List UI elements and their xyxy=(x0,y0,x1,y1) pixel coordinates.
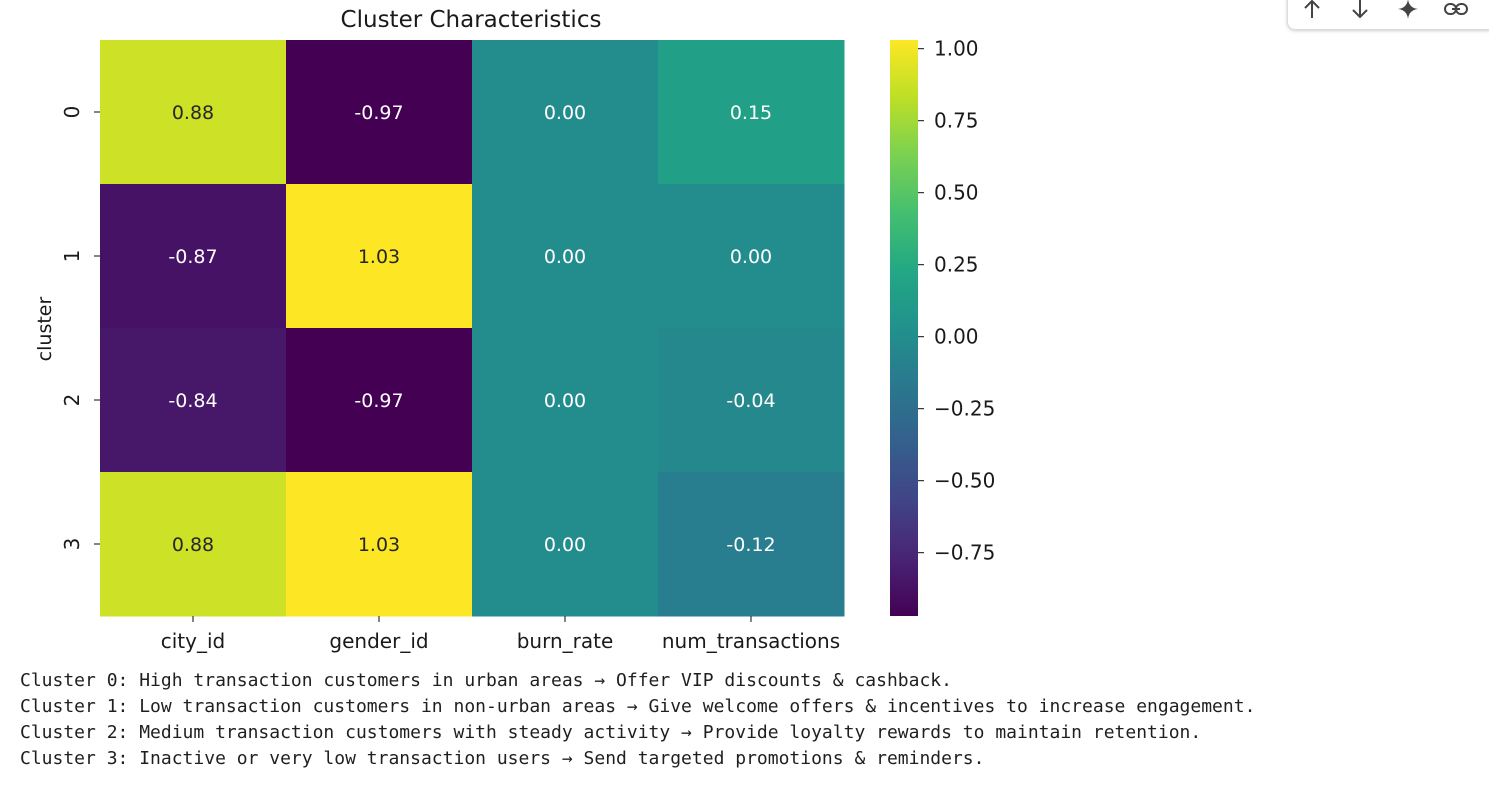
heatmap-cell xyxy=(472,472,659,617)
colorbar-tick-label: −0.50 xyxy=(934,469,995,493)
cell-annotation: -0.97 xyxy=(354,102,403,124)
heatmap-cells xyxy=(100,40,845,617)
output-line: Cluster 3: Inactive or very low transact… xyxy=(20,748,985,769)
cell-toolbar xyxy=(1287,0,1489,30)
heatmap-cell xyxy=(286,328,473,473)
x-tick-label: num_transactions xyxy=(662,629,840,653)
cell-annotation: -0.87 xyxy=(168,246,217,268)
y-axis: 0 1 2 3 xyxy=(60,106,100,551)
heatmap-cell xyxy=(658,472,845,617)
heatmap-cell xyxy=(472,328,659,473)
heatmap-cell xyxy=(100,40,287,185)
cell-annotation: 1.03 xyxy=(358,534,400,556)
output-line: Cluster 0: High transaction customers in… xyxy=(20,670,952,691)
heatmap-cell xyxy=(658,40,845,185)
heatmap-cell xyxy=(472,40,659,185)
x-tick-label: gender_id xyxy=(329,629,428,653)
arrow-up-icon xyxy=(1304,0,1320,18)
x-axis: city_id gender_id burn_rate num_transaction… xyxy=(161,616,840,653)
colorbar-tick-label: 0.00 xyxy=(934,325,979,349)
cell-annotation: -0.04 xyxy=(726,390,775,412)
cell-annotation: 0.00 xyxy=(544,246,586,268)
sparkle-icon xyxy=(1398,0,1418,19)
colorbar-tick-label: 0.25 xyxy=(934,253,979,277)
heatmap-cell xyxy=(100,472,287,617)
y-tick-label: 0 xyxy=(60,106,84,119)
move-up-button[interactable] xyxy=(1288,0,1336,21)
arrow-down-icon xyxy=(1352,0,1368,19)
colorbar-tick-label: 0.50 xyxy=(934,181,979,205)
colorbar-tick-label: −0.75 xyxy=(934,541,995,565)
colorbar-tick-label: 1.00 xyxy=(934,37,979,61)
heatmap-cell xyxy=(658,328,845,473)
cell-annotation: 0.00 xyxy=(544,390,586,412)
cell-annotation: -0.12 xyxy=(726,534,775,556)
cell-annotation: -0.84 xyxy=(168,390,217,412)
x-tick-label: burn_rate xyxy=(517,629,614,653)
colorbar: 1.00 0.75 0.50 0.25 0.00 −0.25 −0.50 −0.75 xyxy=(890,37,995,616)
cell-annotation: 0.88 xyxy=(172,534,214,556)
colorbar-tick-label: −0.25 xyxy=(934,397,995,421)
ai-sparkle-button[interactable] xyxy=(1384,0,1432,21)
heatmap-cell xyxy=(286,40,473,185)
heatmap-cell xyxy=(658,184,845,329)
colorbar-tick-label: 0.75 xyxy=(934,109,979,133)
chart-title: Cluster Characteristics xyxy=(341,7,602,33)
output-line: Cluster 2: Medium transaction customers … xyxy=(20,722,1202,743)
cell-annotation: 0.00 xyxy=(544,534,586,556)
heatmap-cell xyxy=(286,472,473,617)
y-axis-label: cluster xyxy=(34,297,56,362)
heatmap-chart: Cluster Characteristics 0.88 -0.97 0.00 0.1… xyxy=(34,7,995,653)
heatmap-cell xyxy=(286,184,473,329)
heatmap-cell xyxy=(100,328,287,473)
heatmap-cell xyxy=(472,184,659,329)
heatmap-cell xyxy=(100,184,287,329)
y-tick-label: 2 xyxy=(60,394,84,407)
move-down-button[interactable] xyxy=(1336,0,1384,21)
cell-annotation: -0.97 xyxy=(354,390,403,412)
colorbar-gradient xyxy=(890,40,918,616)
y-tick-label: 1 xyxy=(60,250,84,263)
y-tick-label: 3 xyxy=(60,538,84,551)
x-tick-label: city_id xyxy=(161,629,225,653)
link-icon xyxy=(1444,3,1468,15)
copy-link-button[interactable] xyxy=(1432,0,1480,21)
cell-annotation: 0.88 xyxy=(172,102,214,124)
output-line: Cluster 1: Low transaction customers in … xyxy=(20,696,1256,717)
cell-output-text: Cluster 0: High transaction customers in… xyxy=(20,668,1255,772)
cell-annotation: 1.03 xyxy=(358,246,400,268)
cell-annotations: 0.88 -0.97 0.00 0.15 -0.87 1.03 0.00 0.00 -0.84 -… xyxy=(168,102,775,556)
cell-annotation: 0.00 xyxy=(730,246,772,268)
cell-annotation: 0.15 xyxy=(730,102,772,124)
cell-annotation: 0.00 xyxy=(544,102,586,124)
